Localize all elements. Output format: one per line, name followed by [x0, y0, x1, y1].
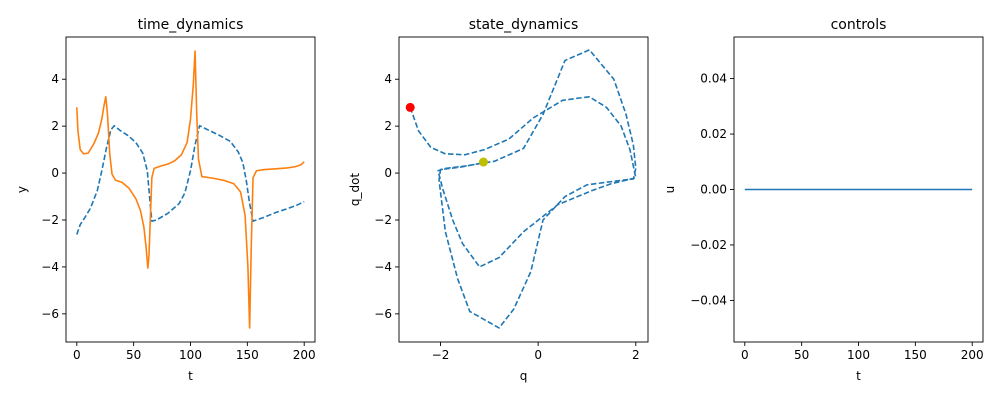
y-axis-label: u — [663, 186, 677, 194]
y-tick-label: 0 — [384, 166, 392, 180]
axes-frame — [398, 36, 649, 343]
x-tick-label: 150 — [904, 348, 927, 362]
marker-start — [405, 102, 415, 112]
axes-frame — [65, 36, 316, 343]
x-axis-label: t — [856, 369, 861, 383]
chart-title: time_dynamics — [138, 17, 244, 33]
x-tick-label: 0 — [741, 348, 749, 362]
y-tick-label: 2 — [384, 119, 392, 133]
x-tick-label: 50 — [126, 348, 141, 362]
y-tick-label: −6 — [374, 307, 392, 321]
x-tick-label: 200 — [961, 348, 984, 362]
chart-2: 0 50 100 150 200 −0.04 −0.02 0.00 0.02 0.04 contro… — [663, 17, 984, 383]
x-tick-label: 0 — [534, 348, 542, 362]
y-tick-label: −4 — [374, 260, 392, 274]
y-tick-label: 0.04 — [700, 72, 727, 86]
y-tick-label: 0.00 — [700, 183, 727, 197]
x-tick-label: 0 — [73, 348, 81, 362]
y-tick-label: −0.04 — [690, 293, 727, 307]
x-axis-label: q — [520, 369, 528, 383]
y-tick-label: 4 — [384, 72, 392, 86]
y-tick-label: −6 — [41, 307, 59, 321]
y-tick-label: −2 — [374, 213, 392, 227]
y-tick-label: −0.02 — [690, 238, 727, 252]
y-tick-label: 0 — [51, 166, 59, 180]
x-tick-label: 150 — [236, 348, 259, 362]
y-tick-label: −4 — [41, 260, 59, 274]
y-axis-label: q_dot — [348, 173, 362, 207]
x-tick-label: 200 — [293, 348, 316, 362]
x-tick-label: 50 — [794, 348, 809, 362]
x-tick-label: 100 — [847, 348, 870, 362]
y-axis-label: y — [15, 186, 29, 193]
x-tick-label: 2 — [632, 348, 640, 362]
series-line-0-1 — [76, 50, 305, 329]
series-line-0-0 — [76, 124, 305, 235]
y-tick-label: 2 — [51, 119, 59, 133]
series-line-1-0 — [409, 49, 637, 329]
chart-title: state_dynamics — [469, 17, 579, 33]
marker-end — [478, 157, 488, 167]
x-tick-label: 100 — [179, 348, 202, 362]
y-tick-label: 4 — [51, 72, 59, 86]
x-axis-label: t — [188, 369, 193, 383]
y-tick-label: −2 — [41, 213, 59, 227]
x-tick-label: −2 — [432, 348, 450, 362]
y-tick-label: 0.02 — [700, 127, 727, 141]
chart-title: controls — [831, 17, 887, 33]
